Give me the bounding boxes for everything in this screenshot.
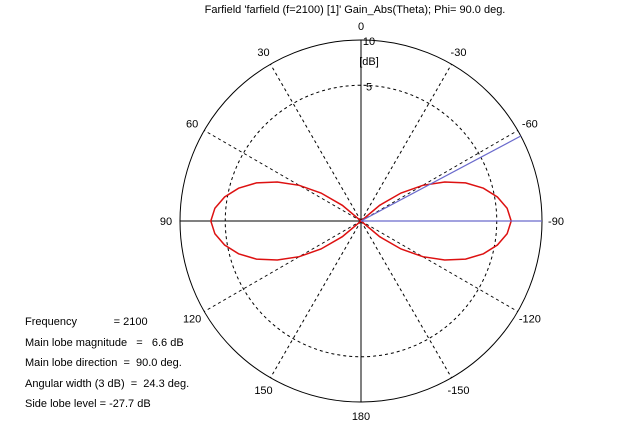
angle-spoke-line [270,63,362,222]
angle-tick-label: 90 [160,216,172,228]
angle-tick-label: 180 [352,411,370,423]
angle-spoke-line [360,130,519,222]
chart-title: Farfield 'farfield (f=2100) [1]' Gain_Ab… [205,4,506,16]
angular-width-info: Angular width (3 dB) = 24.3 deg. [25,377,190,390]
angle-tick-label: -150 [447,385,469,397]
angle-tick-label: -30 [451,47,467,59]
main-lobe-direction-info: Main lobe direction = 90.0 deg. [25,357,182,369]
angle-tick-label: 0 [358,21,364,33]
beam-markers [360,135,542,222]
angle-spoke-line [360,63,452,222]
angle-tick-label: 150 [254,385,272,397]
radial-tick-label: 10 [363,36,375,48]
frequency-info: Frequency = 2100 [25,316,148,328]
angle-tick-label: -60 [522,119,538,131]
angle-tick-label: 60 [186,119,198,131]
angle-spoke-line [203,220,362,312]
angle-tick-label: 30 [257,47,269,59]
radial-unit-label: [dB] [359,56,379,68]
radial-tick-label: 5 [366,81,372,93]
angle-spoke-line [360,220,452,379]
side-lobe-level-info: Side lobe level = -27.7 dB [25,398,151,410]
farfield-info-panel: Frequency = 2100 Main lobe magnitude = 6… [25,312,189,415]
angle-spoke-line [270,220,362,379]
angle-tick-label: -120 [519,314,541,326]
3dB-beamwidth-edge-marker [360,135,522,222]
angle-tick-label: -90 [548,216,564,228]
tick-labels: 0 30 -30 60 -60 90 -90 120 -120 150 -150 180 10 5 [160,21,564,423]
angle-tick-label: 120 [183,314,201,326]
main-lobe-magnitude-info: Main lobe magnitude = 6.6 dB [25,336,184,349]
gain-series [210,181,512,261]
gain-curve [210,181,512,261]
angle-spoke-line [203,130,362,222]
angle-spoke-line [360,220,519,312]
